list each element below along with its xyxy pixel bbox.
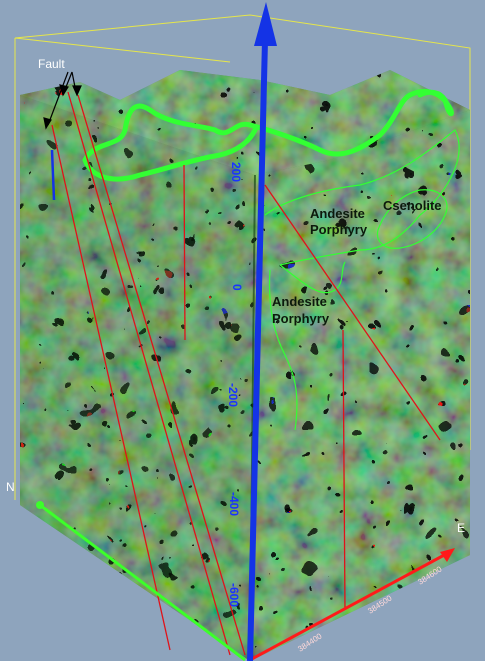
fault-line [264,184,441,441]
bounding-box-back-edge [14,37,231,63]
fault-line [342,329,346,611]
fault-pointer [47,71,69,126]
fault-label: Fault [38,57,65,71]
arrow-up-icon [254,2,277,46]
contact-andesite-lower-2 [279,261,346,294]
north-direction-label: N [6,480,15,494]
arrow-right-icon [440,548,455,562]
depth-tick: -400 [227,492,241,516]
north-axis [36,501,246,661]
depth-tick: -600 [227,583,241,607]
contact-xenolith [376,189,448,249]
vertical-axis: 200 0 -200 -400 -600 [226,2,277,661]
contact-outline-top [82,89,454,163]
fault-line [51,124,171,651]
contact-andesite-lower [268,269,298,431]
depth-tick: 0 [230,284,244,291]
fault-label-pointers [43,71,82,130]
fault-line [183,164,186,341]
andesite-porphyry-lower-label: Andesite [272,294,327,309]
volume-face-east [250,95,470,661]
contact-outline-top-2 [82,127,258,182]
fault-line [67,91,231,656]
andesite-porphyry-upper-label-2: Porphyry [310,222,368,237]
arrow-head-icon [43,117,52,130]
fault-line [77,94,246,656]
fault-lines [51,91,441,656]
andesite-porphyry-lower-label-2: Porphyry [272,311,330,326]
depth-tick: -200 [226,383,240,407]
arrow-head-icon [72,85,82,97]
fault-trace-blue [50,149,56,201]
arrow-head-icon [59,84,69,97]
andesite-porphyry-upper-label: Andesite [310,206,365,221]
xenolith-label: Csenolite [383,198,442,213]
contact-andesite-upper [264,129,460,266]
depth-tick: 200 [229,162,243,182]
east-direction-label: E [457,521,465,535]
